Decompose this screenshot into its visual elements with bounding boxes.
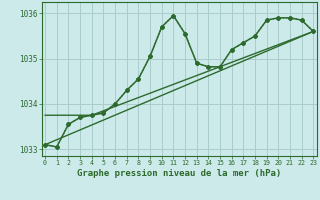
- X-axis label: Graphe pression niveau de la mer (hPa): Graphe pression niveau de la mer (hPa): [77, 169, 281, 178]
